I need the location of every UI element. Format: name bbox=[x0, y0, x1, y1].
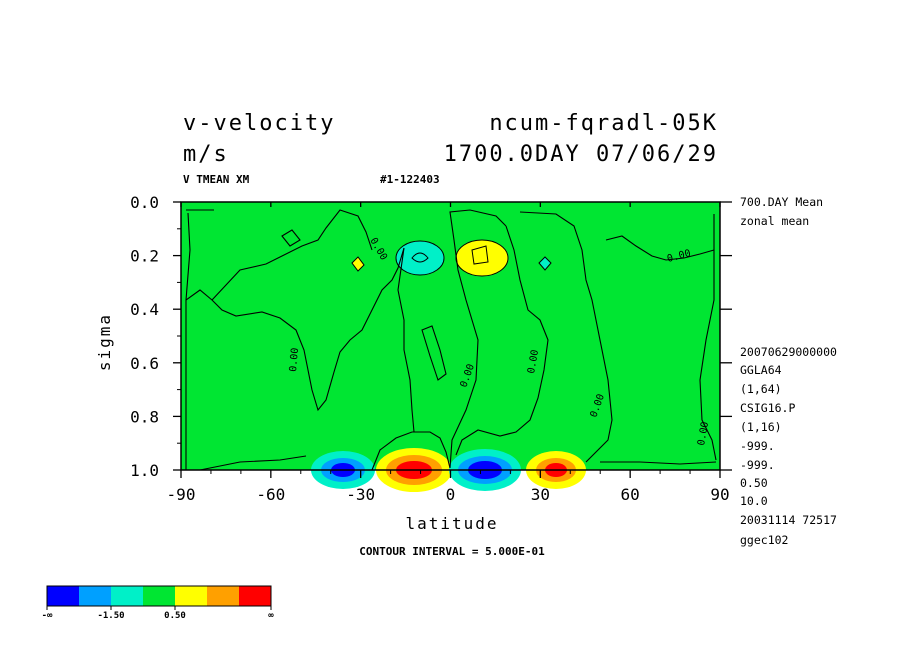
side-info-line: 10.0 bbox=[740, 494, 768, 508]
contour-label: 0.00 bbox=[696, 421, 711, 447]
field-background bbox=[181, 202, 720, 470]
y-tick-label: 0.4 bbox=[130, 300, 159, 319]
cell-neg-upper bbox=[395, 240, 445, 276]
colorbar: -∞ -1.50 0.50 ∞ bbox=[42, 585, 274, 621]
title-variable: v-velocity bbox=[183, 111, 335, 136]
x-tick-label: 0 bbox=[446, 485, 456, 504]
x-tick-label: -60 bbox=[256, 485, 285, 504]
y-tick-label: 0.8 bbox=[130, 407, 159, 426]
x-tick-label: 60 bbox=[621, 485, 640, 504]
title-experiment: ncum-fqradl-05K bbox=[489, 111, 718, 136]
side-info-line: 20031114 72517 bbox=[740, 513, 837, 527]
y-tick-label: 0.2 bbox=[130, 247, 159, 266]
x-tick-label: 30 bbox=[531, 485, 550, 504]
colorbar-swatch bbox=[175, 586, 207, 606]
side-info-line: (1,16) bbox=[740, 420, 782, 434]
x-tick-label: -90 bbox=[167, 485, 196, 504]
side-info-line: ggec102 bbox=[740, 533, 788, 547]
cell-pos-small bbox=[351, 256, 365, 272]
variable-description: V TMEAN XM bbox=[183, 173, 250, 186]
colorbar-label: -∞ bbox=[42, 611, 53, 621]
x-tick-label: -30 bbox=[346, 485, 375, 504]
cell-neg-small bbox=[538, 256, 552, 271]
side-info-line: 20070629000000 bbox=[740, 345, 837, 359]
colorbar-swatch bbox=[47, 586, 79, 606]
cell-pos-upper bbox=[455, 239, 509, 277]
side-info-line: (1,64) bbox=[740, 382, 782, 396]
colorbar-label: ∞ bbox=[268, 611, 274, 621]
title-date: 1700.0DAY 07/06/29 bbox=[444, 142, 718, 167]
x-ticks: -90 -60 -30 0 30 60 90 bbox=[167, 202, 730, 504]
side-info-line: -999. bbox=[740, 458, 775, 472]
run-id: #1-122403 bbox=[380, 173, 440, 186]
title-units: m/s bbox=[183, 142, 229, 167]
side-info-line: -999. bbox=[740, 439, 775, 453]
colorbar-swatch bbox=[79, 586, 111, 606]
contour-label: 0.00 bbox=[288, 347, 301, 372]
y-tick-label: 1.0 bbox=[130, 461, 159, 480]
side-info: 700.DAY Mean zonal mean 20070629000000 GGLA… bbox=[740, 195, 837, 547]
colorbar-swatch bbox=[143, 586, 175, 606]
y-tick-label: 0.0 bbox=[130, 193, 159, 212]
colorbar-frame bbox=[46, 585, 272, 607]
colorbar-swatch bbox=[111, 586, 143, 606]
contour-label: 0.00 bbox=[526, 349, 541, 375]
colorbar-swatch bbox=[239, 586, 271, 606]
y-ticks: 0.0 0.2 0.4 0.6 0.8 1.0 bbox=[130, 193, 732, 480]
side-info-line: 700.DAY Mean bbox=[740, 195, 823, 209]
y-axis-label: sigma bbox=[95, 313, 114, 371]
x-axis-label: latitude bbox=[405, 514, 498, 533]
side-info-line: CSIG16.P bbox=[740, 401, 795, 415]
side-info-line: GGLA64 bbox=[740, 363, 782, 377]
x-tick-label: 90 bbox=[710, 485, 729, 504]
side-info-line: 0.50 bbox=[740, 476, 768, 490]
colorbar-label: 0.50 bbox=[164, 611, 186, 621]
side-info-line: zonal mean bbox=[740, 214, 809, 228]
plot-area: 0.00 0.00 0.00 0.00 0.00 0.00 0.00 -90 -6… bbox=[130, 193, 732, 504]
colorbar-label: -1.50 bbox=[97, 611, 124, 621]
colorbar-swatch bbox=[207, 586, 239, 606]
zero-contours bbox=[185, 209, 717, 471]
y-tick-label: 0.6 bbox=[130, 354, 159, 373]
contour-interval: CONTOUR INTERVAL = 5.000E-01 bbox=[359, 545, 545, 558]
